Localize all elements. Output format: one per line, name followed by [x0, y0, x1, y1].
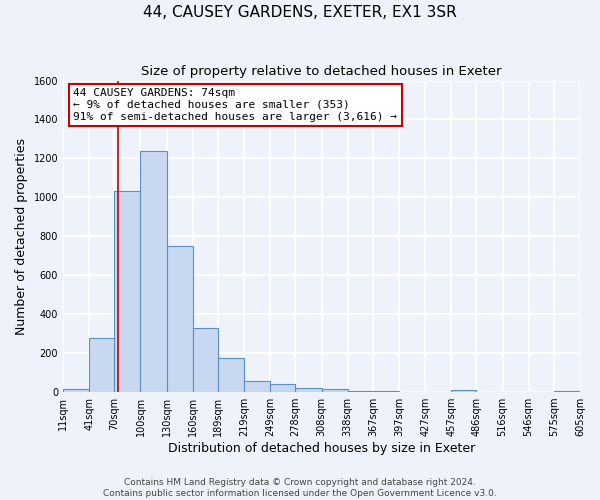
Bar	[167, 246, 193, 392]
Bar	[244, 382, 270, 392]
Bar	[322, 389, 347, 392]
Text: Contains HM Land Registry data © Crown copyright and database right 2024.
Contai: Contains HM Land Registry data © Crown c…	[103, 478, 497, 498]
Text: 44 CAUSEY GARDENS: 74sqm
← 9% of detached houses are smaller (353)
91% of semi-d: 44 CAUSEY GARDENS: 74sqm ← 9% of detache…	[73, 88, 397, 122]
Bar	[63, 389, 89, 392]
X-axis label: Distribution of detached houses by size in Exeter: Distribution of detached houses by size …	[168, 442, 475, 455]
Bar	[451, 390, 476, 392]
Bar	[193, 328, 218, 392]
Bar	[295, 388, 322, 392]
Bar	[115, 190, 140, 392]
Text: 44, CAUSEY GARDENS, EXETER, EX1 3SR: 44, CAUSEY GARDENS, EXETER, EX1 3SR	[143, 5, 457, 20]
Bar	[347, 391, 373, 392]
Bar	[373, 391, 399, 392]
Bar	[140, 150, 167, 392]
Bar	[270, 384, 295, 392]
Title: Size of property relative to detached houses in Exeter: Size of property relative to detached ho…	[141, 65, 502, 78]
Bar	[218, 358, 244, 392]
Y-axis label: Number of detached properties: Number of detached properties	[15, 138, 28, 335]
Bar	[554, 391, 580, 392]
Bar	[89, 338, 115, 392]
